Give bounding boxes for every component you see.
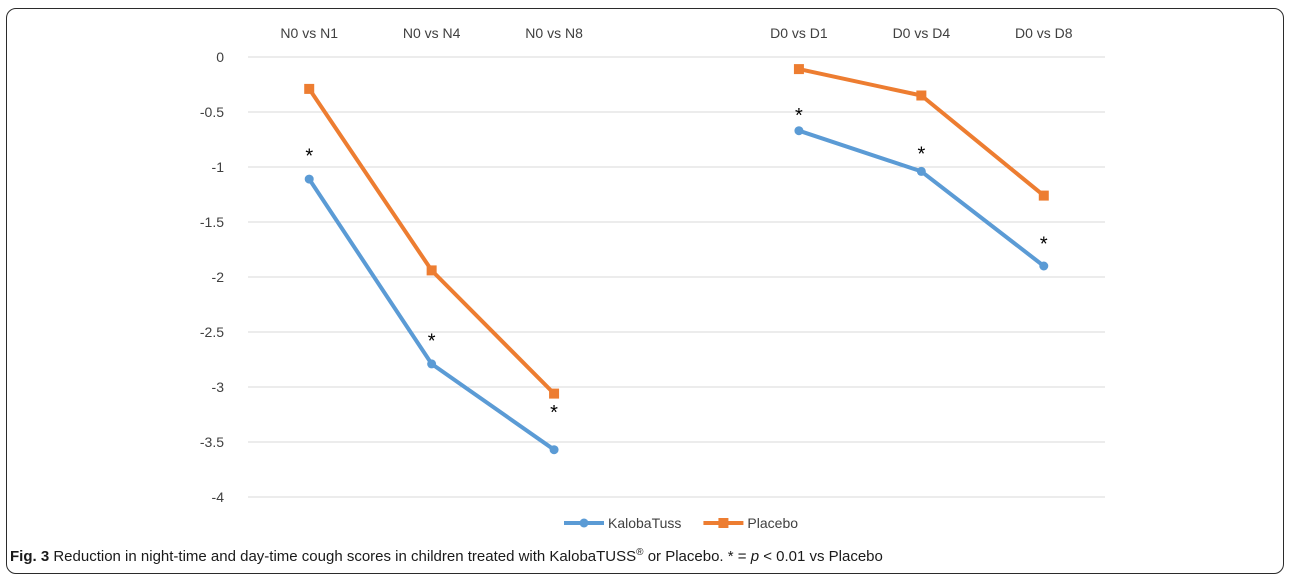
series-placebo (304, 64, 1049, 399)
series-kalobatuss (304, 126, 1049, 455)
y-tick-label: -1.5 (200, 214, 224, 230)
significance-asterisk: * (305, 146, 313, 168)
x-tick-label: N0 vs N8 (525, 25, 583, 41)
x-tick-label: D0 vs D8 (1015, 25, 1073, 41)
legend-marker (718, 518, 729, 528)
significance-asterisk: * (795, 105, 803, 127)
y-tick-label: -2.5 (200, 324, 224, 340)
figure-label: Fig. 3 (10, 548, 50, 565)
registered-mark: ® (636, 547, 644, 558)
legend: KalobaTuss Placebo (564, 515, 798, 531)
series-line (796, 67, 1046, 198)
y-tick-label: -4 (212, 489, 225, 505)
data-point (1038, 190, 1049, 201)
series-line (307, 177, 557, 452)
figure-frame (6, 8, 1284, 574)
y-tick-label: -1 (212, 159, 225, 175)
data-point (426, 265, 437, 276)
data-point (549, 388, 560, 399)
gridlines (248, 56, 1105, 498)
x-tick-label: D0 vs D4 (893, 25, 951, 41)
data-point (304, 174, 314, 184)
legend-marker (579, 518, 589, 528)
x-tick-label: D0 vs D1 (770, 25, 828, 41)
caption-text-1: Reduction in night-time and day-time cou… (49, 548, 637, 565)
data-point (794, 126, 804, 136)
figure-caption: Fig. 3 Reduction in night-time and day-t… (10, 547, 1280, 565)
y-tick-label: 0 (216, 49, 224, 65)
y-tick-label: -3 (212, 379, 225, 395)
line-chart: 0-0.5-1-1.5-2-2.5-3-3.5-4 N0 vs N1 N0 vs … (200, 25, 1105, 531)
p-symbol: p (750, 548, 760, 565)
y-axis-tick-labels: 0 -0.5 -1 -1.5 -2 -2.5 -3 -3.5 -4 (200, 49, 224, 505)
caption-text-2: or Placebo. * = (643, 548, 751, 565)
significance-asterisk: * (1040, 234, 1048, 256)
caption-text-3: < 0.01 vs Placebo (759, 548, 883, 565)
data-point (304, 83, 315, 94)
significance-asterisk: * (428, 331, 436, 353)
legend-label: KalobaTuss (608, 515, 681, 531)
series-group (304, 64, 1049, 455)
data-point (1039, 261, 1049, 271)
significance-asterisk: * (550, 402, 558, 424)
data-point (427, 359, 437, 369)
significance-asterisk: * (917, 144, 925, 166)
data-point (793, 64, 804, 75)
y-tick-label: -3.5 (200, 434, 224, 450)
x-tick-label: N0 vs N4 (403, 25, 461, 41)
data-point (916, 90, 927, 101)
y-tick-label: -0.5 (200, 104, 224, 120)
data-point (549, 445, 559, 455)
legend-label: Placebo (747, 515, 798, 531)
x-tick-label: N0 vs N1 (280, 25, 338, 41)
x-axis-tick-labels: N0 vs N1 N0 vs N4 N0 vs N8 D0 vs D1 D0 vs D4… (280, 25, 1072, 41)
data-point (916, 166, 926, 176)
y-tick-label: -2 (212, 269, 225, 285)
annotations: * * * * * * (305, 105, 1048, 424)
